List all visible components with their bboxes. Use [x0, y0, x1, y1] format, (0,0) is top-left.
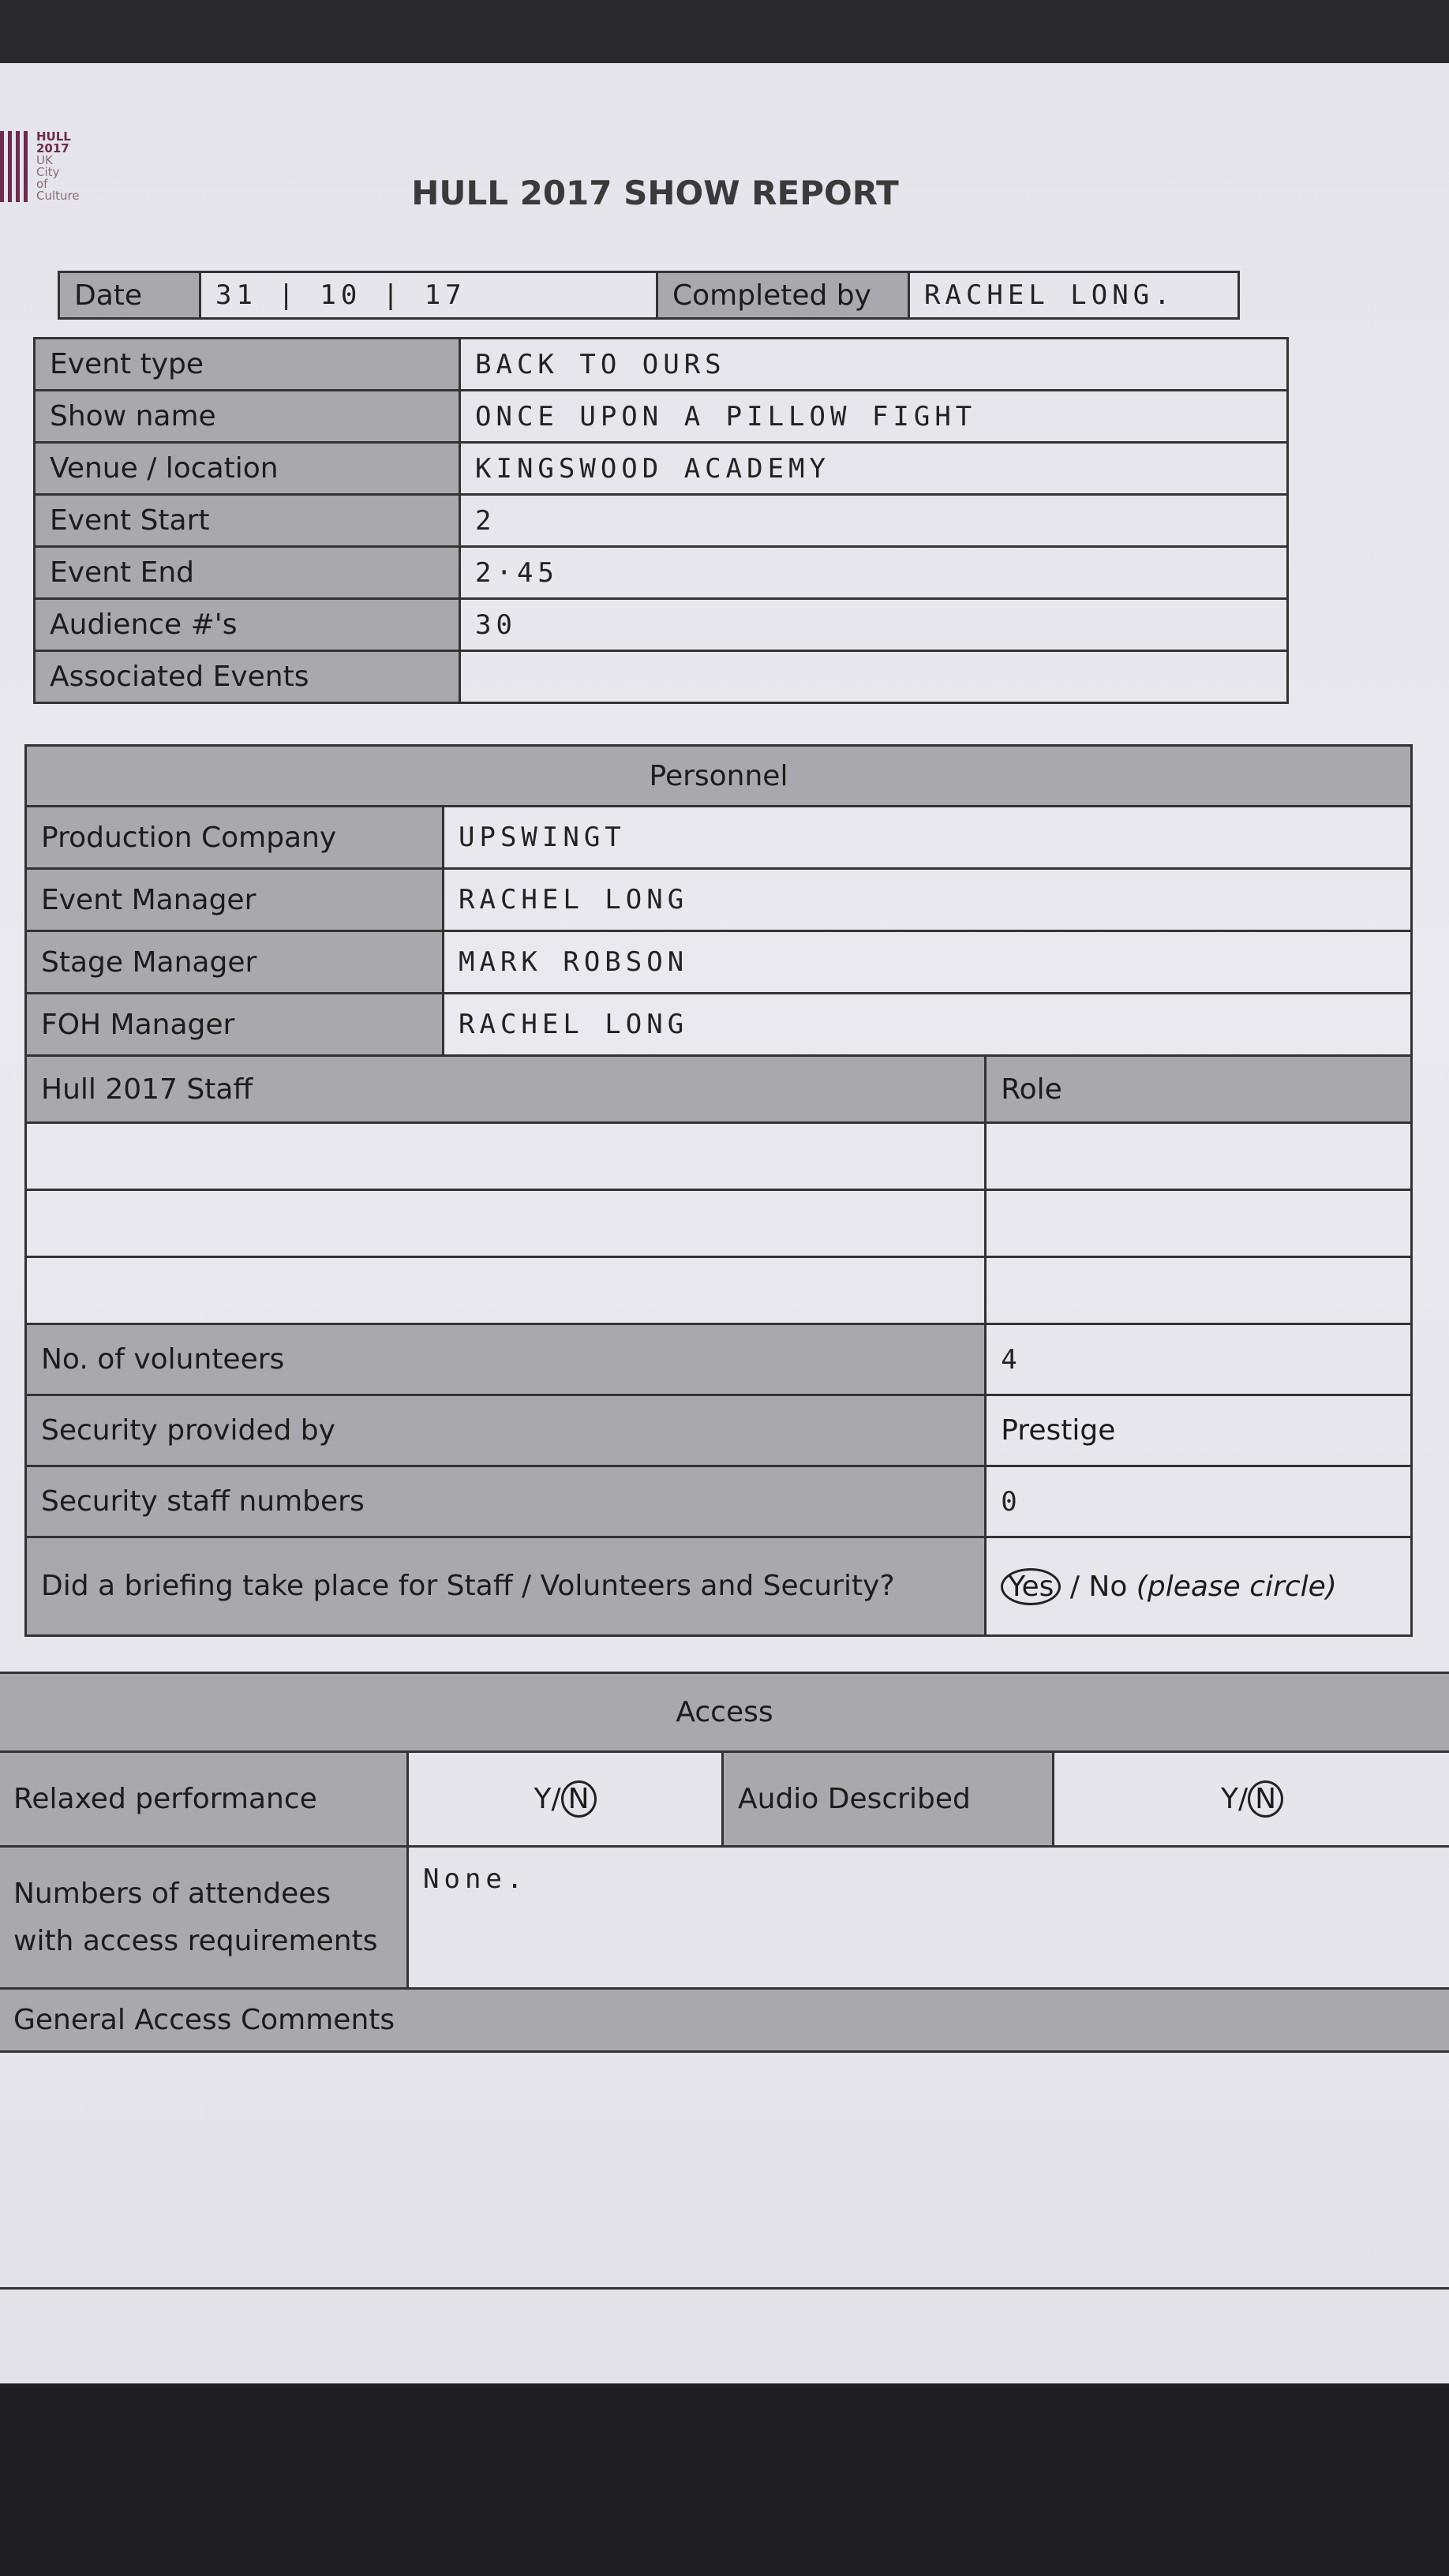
- general-access-comments-label: General Access Comments: [0, 1987, 1449, 2053]
- associated-events-label: Associated Events: [33, 650, 461, 704]
- event-row: Venue / location KINGSWOOD ACADEMY: [33, 441, 1289, 496]
- desk-background: [0, 2383, 1449, 2576]
- event-start-field[interactable]: 2: [459, 493, 1289, 548]
- event-start-label: Event Start: [33, 493, 461, 548]
- logo-text: HULL: [36, 129, 71, 144]
- date-label: Date: [58, 271, 201, 320]
- event-type-field[interactable]: BACK TO OURS: [459, 337, 1289, 391]
- audio-yes-option[interactable]: Y/: [1220, 1783, 1249, 1815]
- event-row: Event Start 2: [33, 493, 1289, 548]
- audience-s-field[interactable]: 30: [459, 597, 1289, 652]
- date-field[interactable]: 31 | 10 | 17: [199, 271, 658, 320]
- event-manager-field[interactable]: RACHEL LONG: [442, 867, 1413, 932]
- venue-location-label: Venue / location: [33, 441, 461, 496]
- access-requirements-label: Numbers of attendees with access require…: [0, 1845, 409, 1990]
- briefing-field[interactable]: Yes / No (please circle): [984, 1536, 1413, 1637]
- event-row: Audience #'s 30: [33, 597, 1289, 652]
- show-name-field[interactable]: ONCE UPON A PILLOW FIGHT: [459, 389, 1289, 444]
- event-end-field[interactable]: 2·45: [459, 545, 1289, 600]
- event-end-label: Event End: [33, 545, 461, 600]
- stage-manager-label: Stage Manager: [24, 930, 444, 994]
- briefing-yes-option[interactable]: Yes: [1001, 1567, 1061, 1605]
- hull-2017-logo: HULL 2017 UK City of Culture: [0, 131, 110, 210]
- event-row: Associated Events: [33, 650, 1289, 704]
- event-table: Event type BACK TO OURS Show name ONCE UPON…: [33, 337, 1289, 704]
- role-field[interactable]: [984, 1189, 1413, 1258]
- logo-mark-icon: [0, 131, 32, 202]
- staff-field[interactable]: [24, 1256, 987, 1325]
- show-name-label: Show name: [33, 389, 461, 444]
- associated-events-field[interactable]: [459, 650, 1289, 704]
- production-company-label: Production Company: [24, 805, 444, 870]
- date-table: Date 31 | 10 | 17 Completed by RACHEL LO…: [58, 271, 1240, 320]
- security-provider-field[interactable]: Prestige: [984, 1394, 1413, 1467]
- volunteers-label: No. of volunteers: [24, 1323, 987, 1396]
- event-row: Event End 2·45: [33, 545, 1289, 600]
- event-manager-label: Event Manager: [24, 867, 444, 932]
- page-title: HULL 2017 SHOW REPORT: [411, 174, 899, 212]
- personnel-heading: Personnel: [24, 744, 1413, 807]
- role-field[interactable]: [984, 1256, 1413, 1325]
- completed-by-label: Completed by: [656, 271, 910, 320]
- foh-manager-label: FOH Manager: [24, 992, 444, 1057]
- briefing-note: (please circle): [1136, 1570, 1337, 1603]
- personnel-table: Personnel Production Company UPSWINGT Eve…: [24, 744, 1413, 1637]
- event-row: Event type BACK TO OURS: [33, 337, 1289, 391]
- relaxed-performance-label: Relaxed performance: [0, 1750, 409, 1848]
- audio-described-label: Audio Described: [721, 1750, 1054, 1848]
- staff-field[interactable]: [24, 1189, 987, 1258]
- access-requirements-field[interactable]: None.: [406, 1845, 1449, 1990]
- logo-text: Culture: [36, 189, 80, 203]
- access-table: Access Relaxed performance Y/N Audio Des…: [0, 1672, 1449, 2290]
- audio-no-option[interactable]: N: [1248, 1780, 1284, 1818]
- staff-field[interactable]: [24, 1121, 987, 1191]
- logo-text: 2017: [36, 141, 69, 155]
- role-column-header: Role: [984, 1054, 1413, 1124]
- audience-s-label: Audience #'s: [33, 597, 461, 652]
- security-numbers-field[interactable]: 0: [984, 1465, 1413, 1538]
- venue-location-field[interactable]: KINGSWOOD ACADEMY: [459, 441, 1289, 496]
- general-access-comments-field[interactable]: [0, 2050, 1449, 2290]
- event-type-label: Event type: [33, 337, 461, 391]
- completed-by-field[interactable]: RACHEL LONG.: [908, 271, 1240, 320]
- foh-manager-field[interactable]: RACHEL LONG: [442, 992, 1413, 1057]
- briefing-label: Did a briefing take place for Staff / Vo…: [24, 1536, 987, 1637]
- relaxed-performance-field[interactable]: Y/N: [406, 1750, 724, 1848]
- volunteers-field[interactable]: 4: [984, 1323, 1413, 1396]
- event-row: Show name ONCE UPON A PILLOW FIGHT: [33, 389, 1289, 444]
- logo-text: of: [36, 177, 48, 191]
- access-heading: Access: [0, 1672, 1449, 1753]
- staff-column-header: Hull 2017 Staff: [24, 1054, 987, 1124]
- security-provider-label: Security provided by: [24, 1394, 987, 1467]
- logo-text: City: [36, 165, 60, 179]
- stage-manager-field[interactable]: MARK ROBSON: [442, 930, 1413, 994]
- production-company-field[interactable]: UPSWINGT: [442, 805, 1413, 870]
- security-numbers-label: Security staff numbers: [24, 1465, 987, 1538]
- relaxed-yes-option[interactable]: Y/: [534, 1783, 561, 1815]
- briefing-no-option[interactable]: / No: [1069, 1570, 1128, 1603]
- relaxed-no-option[interactable]: N: [560, 1780, 597, 1818]
- role-field[interactable]: [984, 1121, 1413, 1191]
- audio-described-field[interactable]: Y/N: [1052, 1750, 1449, 1848]
- logo-text: UK: [36, 153, 53, 167]
